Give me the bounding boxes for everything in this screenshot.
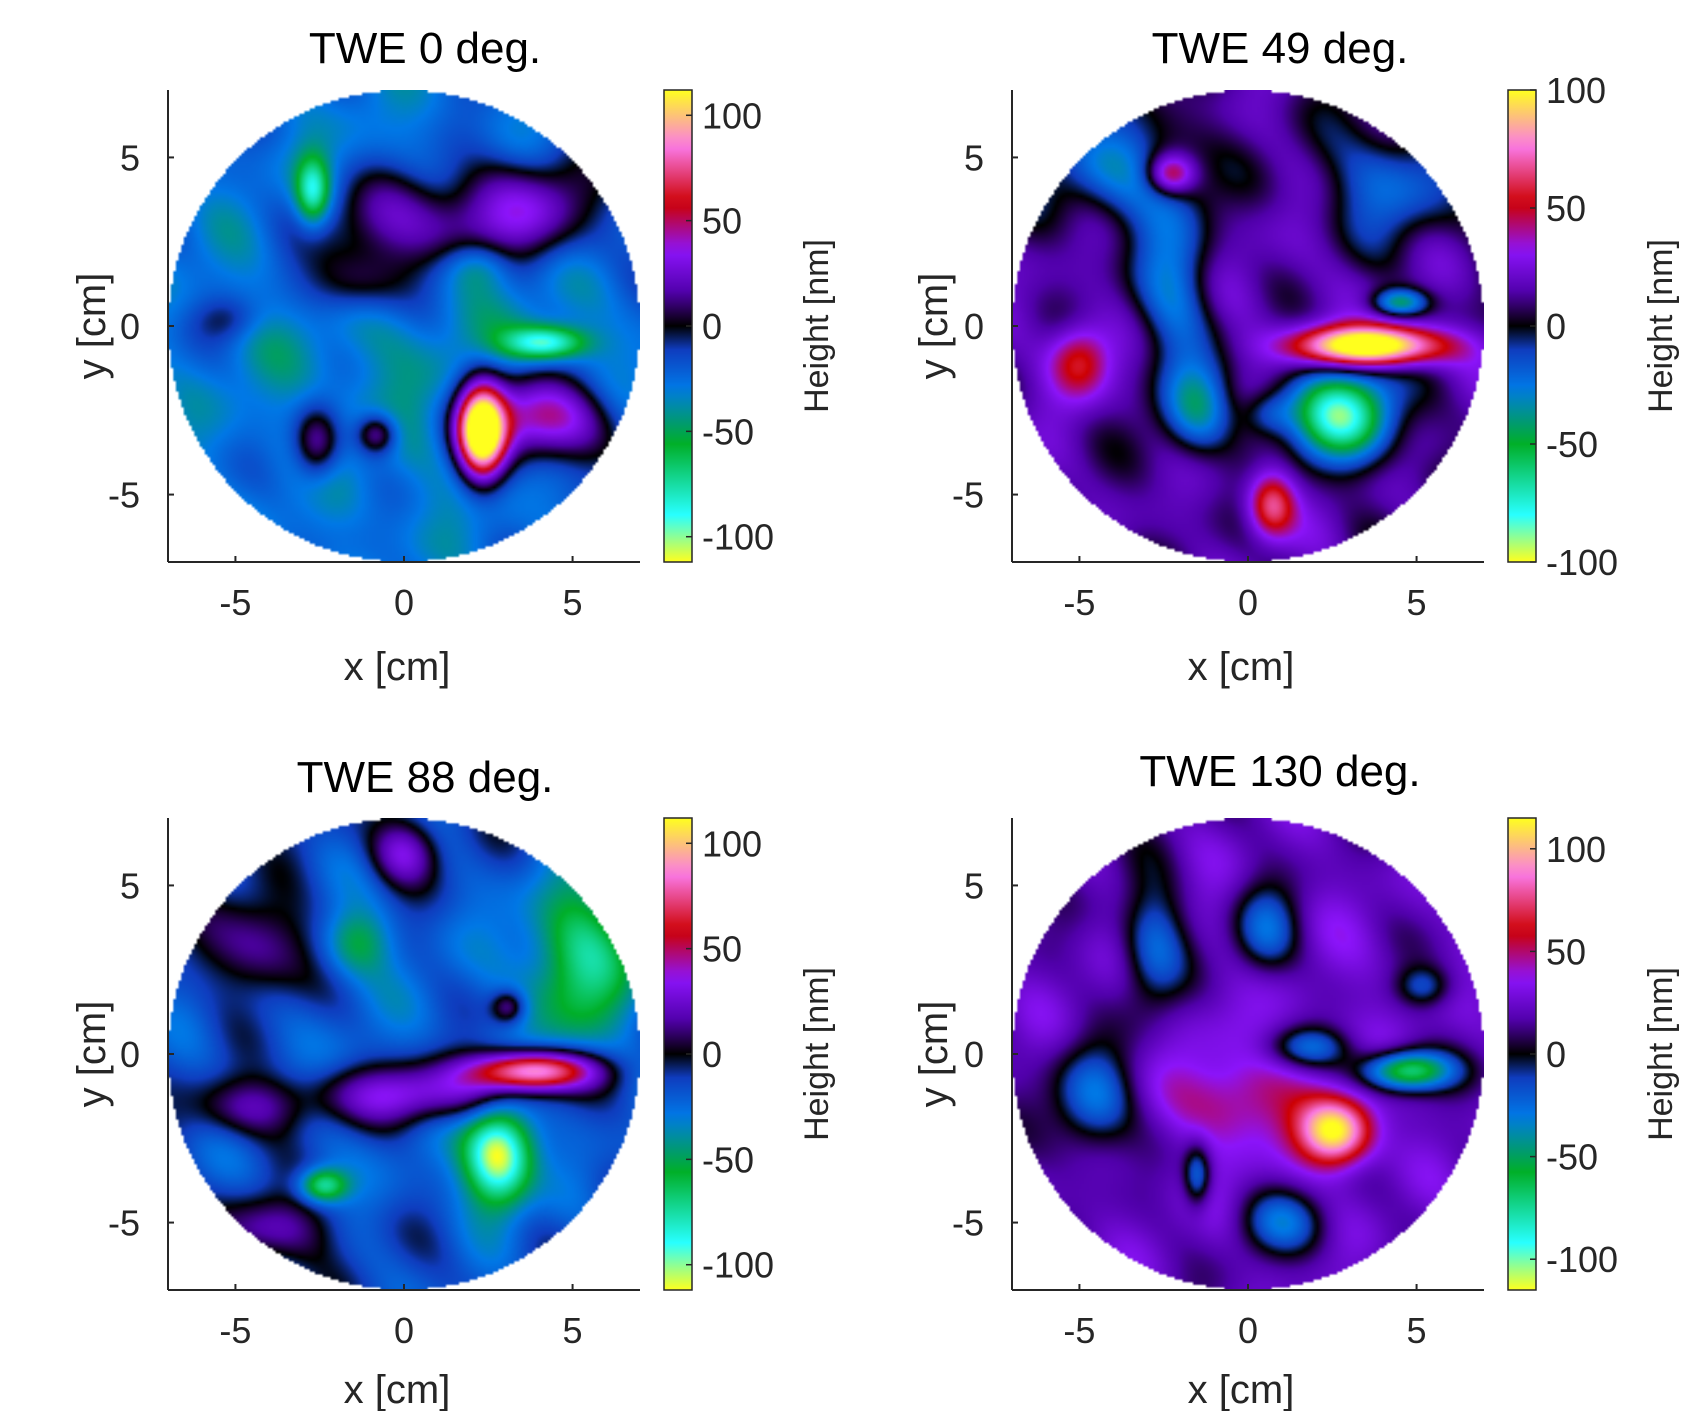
- colorbar-tick-label: 50: [1546, 931, 1586, 972]
- y-axis-label: y [cm]: [70, 1001, 114, 1108]
- colorbar-label: Height [nm]: [1642, 967, 1680, 1141]
- panel-twe-130: TWE 130 deg. -5 0 5 50-5 x [cm] y [cm] 100…: [912, 747, 1680, 1411]
- colorbar-tick-label: -50: [1546, 424, 1598, 465]
- panel-title: TWE 49 deg.: [1152, 24, 1409, 73]
- x-tick-label: 5: [563, 1310, 583, 1351]
- x-tick-label: 0: [394, 1310, 414, 1351]
- height-map-image: [168, 818, 640, 1290]
- panel-title: TWE 88 deg.: [297, 753, 554, 802]
- height-map-image: [1012, 818, 1484, 1290]
- x-tick-label: 0: [394, 582, 414, 623]
- colorbar-tick-label: 50: [702, 929, 742, 970]
- heatmap-area: [168, 90, 640, 562]
- y-ticks: 5 0 -5: [952, 137, 1018, 516]
- colorbar-tick-label: 0: [702, 306, 722, 347]
- x-axis-label: x [cm]: [344, 1368, 451, 1411]
- colorbar: 100 50 0 -50 -100: [1507, 817, 1618, 1291]
- x-tick-label: 0: [1238, 1310, 1258, 1351]
- x-axis-label: x [cm]: [344, 645, 451, 689]
- y-tick-label: -5: [108, 1203, 140, 1244]
- colorbar-tick-label: 0: [702, 1034, 722, 1075]
- colorbar-label: Height [nm]: [798, 967, 836, 1141]
- y-tick-label: -5: [108, 475, 140, 516]
- x-tick-label: -5: [1063, 582, 1095, 623]
- x-ticks: -5 0 5: [1063, 556, 1427, 623]
- y-tick-label: 5: [120, 137, 140, 178]
- height-map-image: [168, 90, 640, 562]
- x-axis-label: x [cm]: [1188, 645, 1295, 689]
- y-tick-label: 0: [120, 306, 140, 347]
- panel-twe-49: TWE 49 deg. -5 0 5 50-5 x [cm] y [cm] 1005…: [912, 24, 1680, 689]
- y-axis-label: y [cm]: [912, 273, 956, 380]
- x-ticks: -5 0 5: [219, 1284, 583, 1351]
- colorbar-tick-label: -100: [1546, 542, 1618, 583]
- colorbar-tick-label: 50: [1546, 188, 1586, 229]
- y-ticks: 5 0 -5: [108, 865, 174, 1244]
- x-tick-label: 5: [1407, 582, 1427, 623]
- y-tick-label: 5: [120, 865, 140, 906]
- heatmap-area: [1012, 818, 1484, 1290]
- x-tick-label: -5: [219, 1310, 251, 1351]
- x-tick-label: 5: [563, 582, 583, 623]
- y-tick-label: 0: [964, 1034, 984, 1075]
- heatmap-area: [1012, 90, 1484, 562]
- y-tick-label: 5: [964, 137, 984, 178]
- y-tick-label: 0: [120, 1034, 140, 1075]
- colorbar-tick-label: 100: [702, 823, 762, 864]
- height-map-image: [1012, 90, 1484, 562]
- x-tick-label: 0: [1238, 582, 1258, 623]
- colorbar: 100 50 0 -50 -100: [663, 817, 774, 1291]
- colorbar: 100 50 0 -50 -100: [663, 89, 774, 563]
- panel-twe-0: TWE 0 deg. -5 0 5 50-5 x [cm] y [cm] 10050…: [70, 24, 836, 689]
- colorbar-tick-label: -100: [1546, 1239, 1618, 1280]
- colorbar-tick-label: 0: [1546, 1034, 1566, 1075]
- panel-twe-88: TWE 88 deg. -5 0 5 50-5 x [cm] y [cm] 1005…: [70, 753, 836, 1411]
- heatmap-area: [168, 818, 640, 1290]
- colorbar-tick-label: 50: [702, 201, 742, 242]
- y-ticks: 5 0 -5: [952, 865, 1018, 1244]
- colorbar-scale: [1507, 817, 1537, 1291]
- x-axis-label: x [cm]: [1188, 1368, 1295, 1411]
- y-axis-label: y [cm]: [70, 273, 114, 380]
- x-tick-label: -5: [1063, 1310, 1095, 1351]
- x-tick-label: -5: [219, 582, 251, 623]
- colorbar-tick-label: -50: [702, 1139, 754, 1180]
- x-ticks: -5 0 5: [219, 556, 583, 623]
- panel-title: TWE 130 deg.: [1139, 747, 1420, 796]
- colorbar-tick-label: -50: [702, 411, 754, 452]
- colorbar-tick-label: -100: [702, 517, 774, 558]
- colorbar-tick-label: 100: [1546, 829, 1606, 870]
- y-tick-label: -5: [952, 1203, 984, 1244]
- y-tick-label: 0: [964, 306, 984, 347]
- y-axis-label: y [cm]: [912, 1001, 956, 1108]
- panel-title: TWE 0 deg.: [309, 24, 541, 73]
- colorbar: 100 50 0 -50 -100: [1507, 70, 1618, 583]
- colorbar-tick-label: 100: [702, 95, 762, 136]
- x-tick-label: 5: [1407, 1310, 1427, 1351]
- y-tick-label: -5: [952, 475, 984, 516]
- colorbar-tick-label: 0: [1546, 306, 1566, 347]
- colorbar-tick-label: -50: [1546, 1137, 1598, 1178]
- colorbar-label: Height [nm]: [798, 239, 836, 413]
- y-ticks: 5 0 -5: [108, 137, 174, 516]
- y-tick-label: 5: [964, 865, 984, 906]
- colorbar-tick-label: -100: [702, 1245, 774, 1286]
- colorbar-label: Height [nm]: [1642, 239, 1680, 413]
- x-ticks: -5 0 5: [1063, 1284, 1427, 1351]
- colorbar-tick-label: 100: [1546, 70, 1606, 111]
